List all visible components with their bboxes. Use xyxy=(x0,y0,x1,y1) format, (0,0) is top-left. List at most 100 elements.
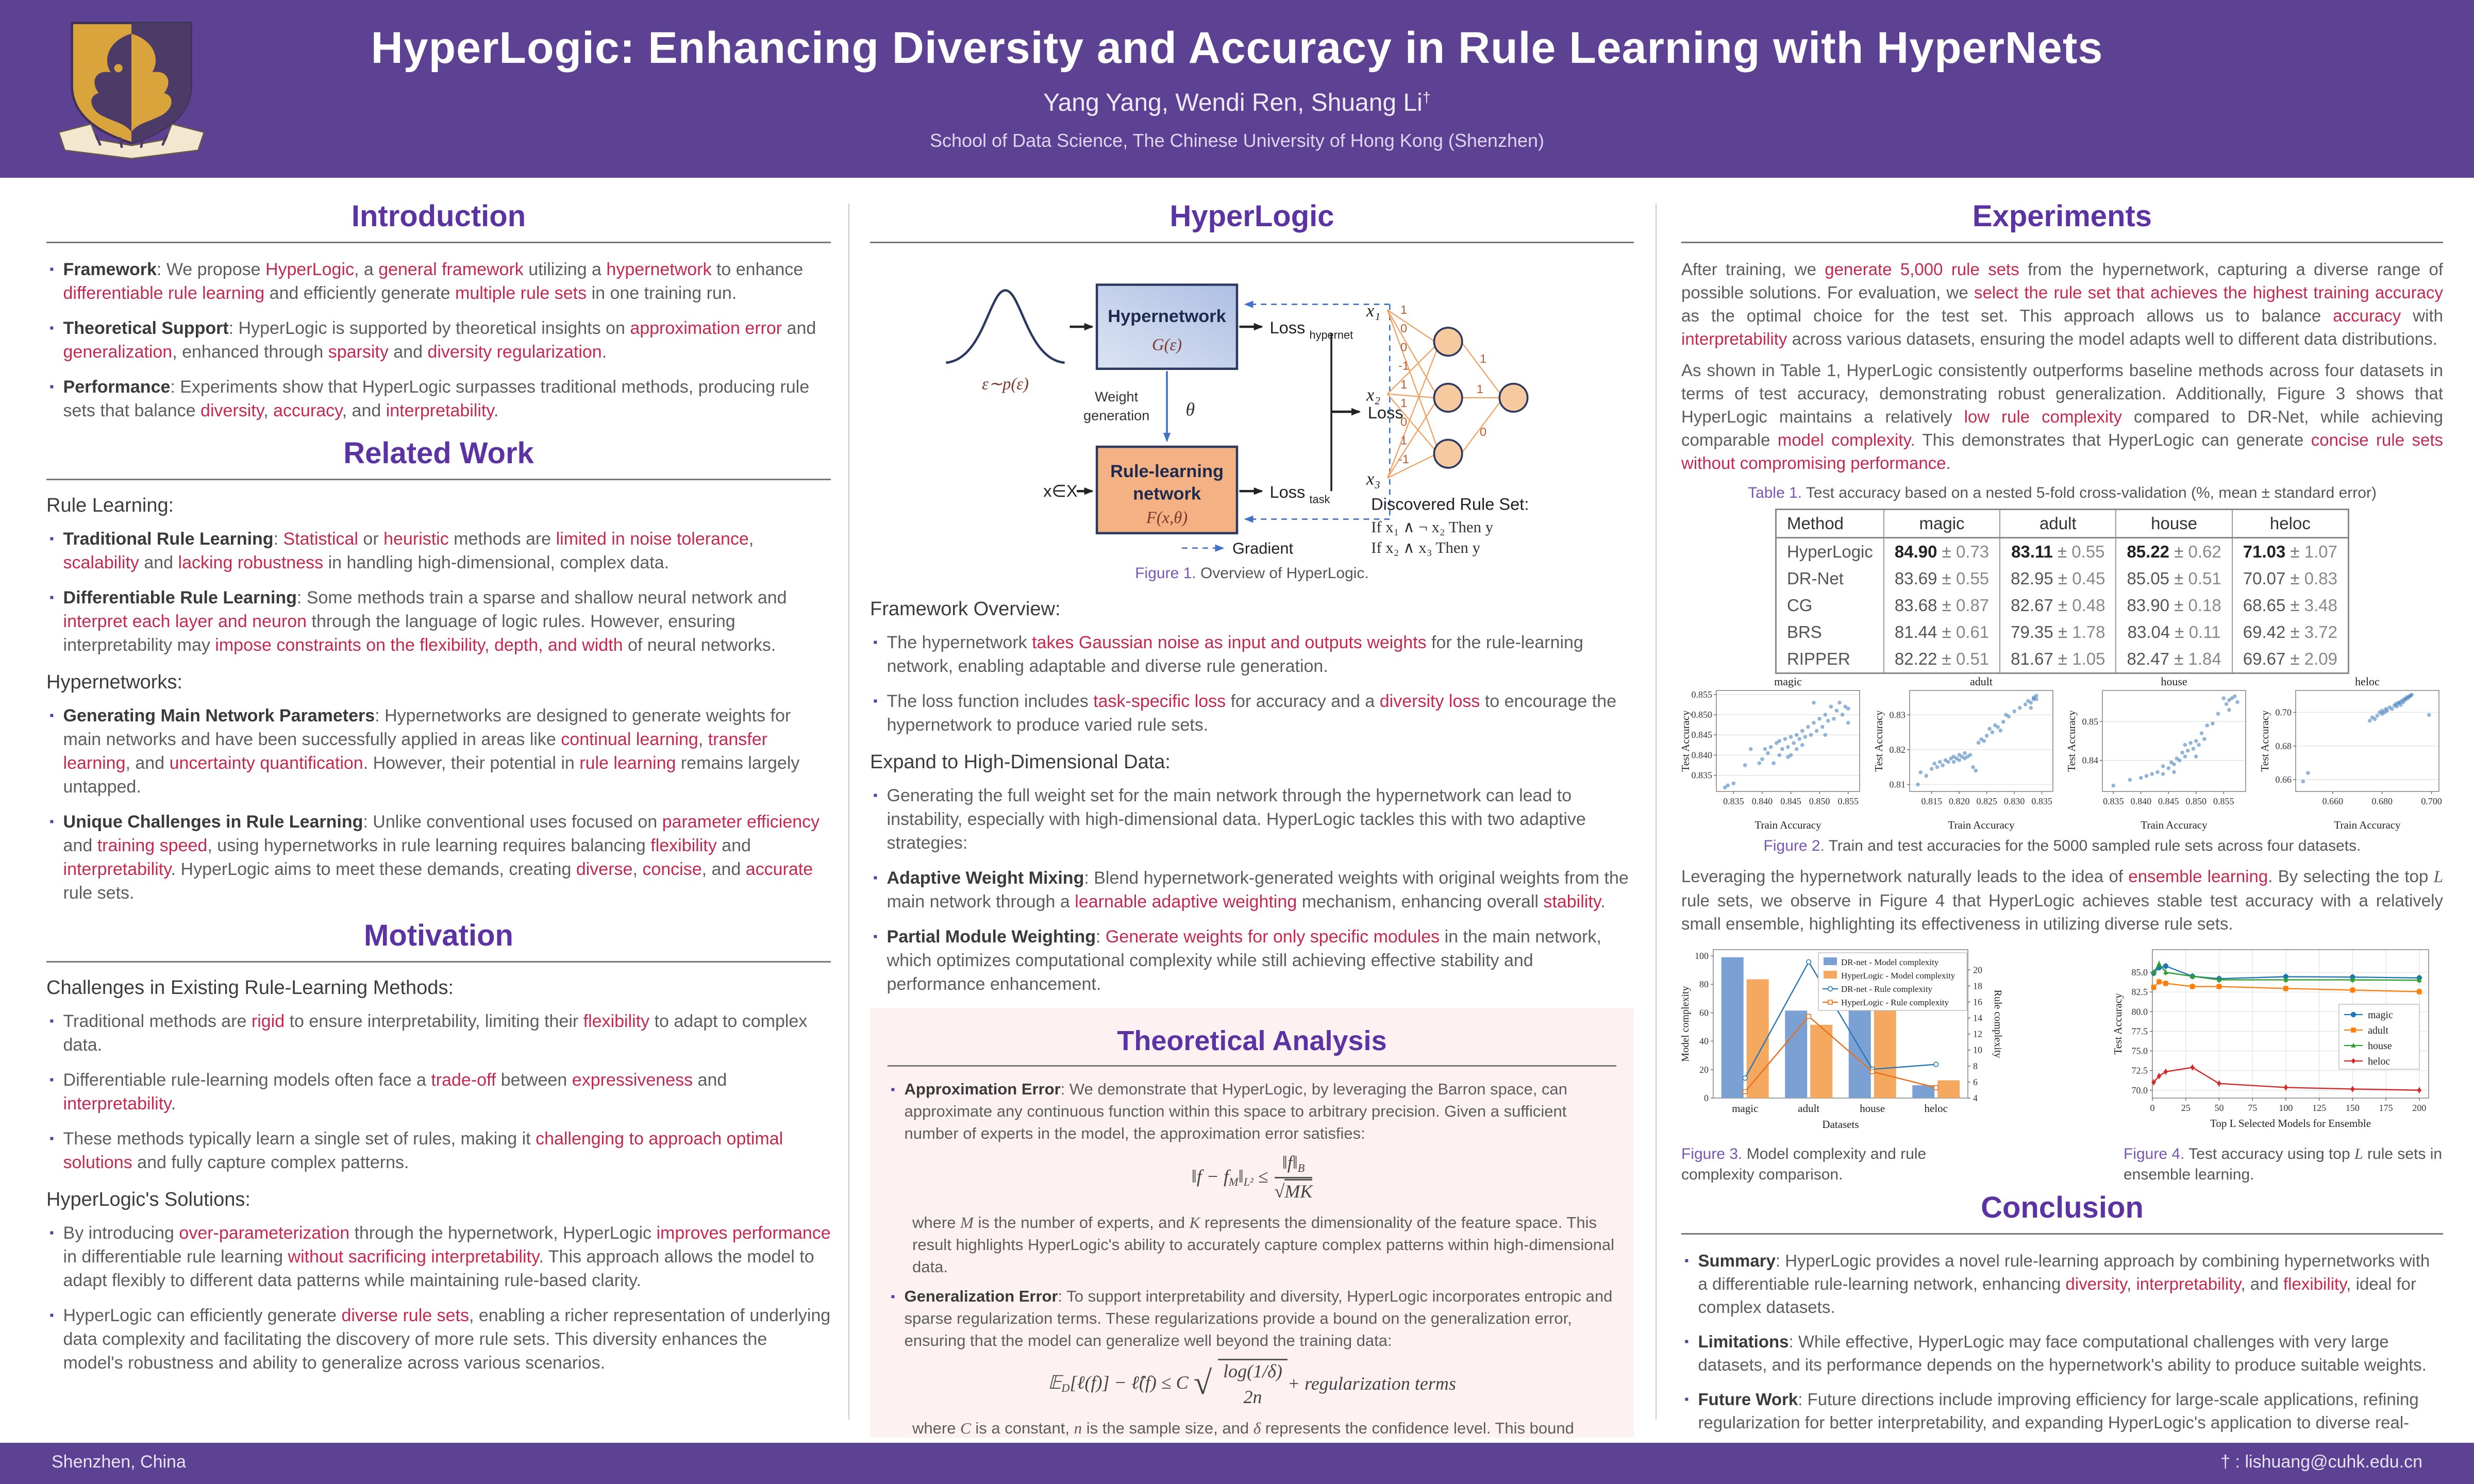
fig1-w: 0 xyxy=(1400,322,1407,335)
affiliation: School of Data Science, The Chinese Univ… xyxy=(929,130,1544,151)
svg-text:18: 18 xyxy=(1973,981,1982,991)
svg-text:85.0: 85.0 xyxy=(2132,967,2148,977)
svg-text:0.835: 0.835 xyxy=(2031,796,2052,806)
fig1-hypernetwork-fn: G(ε) xyxy=(1152,335,1182,354)
formula-lhs: ‖f − fM‖L² ≤ xyxy=(1191,1166,1268,1188)
section-rule xyxy=(46,242,831,243)
section-rule xyxy=(1681,242,2443,243)
svg-text:70.0: 70.0 xyxy=(2132,1085,2148,1095)
bullet-icon: ▪ xyxy=(49,1073,54,1087)
list-item-text: Framework: We propose HyperLogic, a gene… xyxy=(63,260,804,303)
rule-learning-network-box xyxy=(1095,445,1239,534)
svg-text:0.81: 0.81 xyxy=(1889,779,1905,789)
svg-text:0.825: 0.825 xyxy=(1976,796,1997,806)
section-title-experiments: Experiments xyxy=(1972,199,2152,233)
svg-text:Test Accuracy: Test Accuracy xyxy=(1681,710,1692,772)
network-nodes-icon xyxy=(1433,327,1529,469)
list-item-text: Traditional methods are rigid to ensure … xyxy=(63,1011,808,1055)
svg-text:HyperLogic - Rule complexity: HyperLogic - Rule complexity xyxy=(1841,998,1949,1007)
svg-text:0.850: 0.850 xyxy=(1809,796,1830,806)
section-title-related-work: Related Work xyxy=(343,436,534,470)
list-item: ▪ Framework: We propose HyperLogic, a gen… xyxy=(46,258,831,305)
list-item-text: Summary: HyperLogic provides a novel rul… xyxy=(1698,1251,2430,1317)
list-item-text: Traditional Rule Learning: Statistical o… xyxy=(63,529,754,572)
bullet-icon: ▪ xyxy=(1684,1335,1689,1348)
fig1-rule1: If x₁ ∧ ¬ x₂ Then y xyxy=(1371,518,1494,536)
hypernetwork-box xyxy=(1095,283,1239,370)
svg-text:75.0: 75.0 xyxy=(2132,1046,2148,1056)
fig1-weight-gen-2: generation xyxy=(1083,407,1149,423)
svg-text:0.855: 0.855 xyxy=(1838,796,1859,806)
theoretical-analysis-box: Theoretical Analysis ▪ Approximation Erro… xyxy=(870,1008,1634,1438)
svg-text:0.820: 0.820 xyxy=(1949,796,1970,806)
svg-text:0.835: 0.835 xyxy=(2103,796,2124,806)
bullet-icon: ▪ xyxy=(873,788,878,802)
list-item: ▪ Traditional methods are rigid to ensure… xyxy=(46,1009,831,1057)
list-item: ▪ Unique Challenges in Rule Learning: Unl… xyxy=(46,810,831,905)
list-item: ▪ The hypernetwork takes Gaussian noise a… xyxy=(870,631,1634,678)
list-item-text: Differentiable Rule Learning: Some metho… xyxy=(63,588,787,655)
authors-names: Yang Yang, Wendi Ren, Shuang Li xyxy=(1043,89,1423,116)
svg-text:heloc: heloc xyxy=(2368,1056,2390,1067)
fig1-theta: θ xyxy=(1185,399,1195,419)
svg-text:house: house xyxy=(1860,1102,1885,1115)
list-item: ▪ Differentiable rule-learning models oft… xyxy=(46,1068,831,1116)
svg-text:0: 0 xyxy=(2150,1103,2155,1113)
svg-text:72.5: 72.5 xyxy=(2132,1066,2148,1076)
svg-text:82.5: 82.5 xyxy=(2132,987,2148,997)
svg-text:Test Accuracy: Test Accuracy xyxy=(1875,710,1885,772)
middle-column: HyperLogic ε∼p(ε) Hypernetwork G(ε) Loss… xyxy=(870,196,1634,1438)
svg-text:20: 20 xyxy=(1973,965,1982,975)
footer-location: Shenzhen, China xyxy=(52,1452,186,1472)
formula-lhs: 𝔼D[ℓ(f)] − ℓ̂(f) ≤ C xyxy=(1048,1372,1189,1395)
section-rule xyxy=(46,961,831,963)
svg-text:4: 4 xyxy=(1973,1093,1978,1103)
svg-text:175: 175 xyxy=(2379,1103,2393,1113)
fig1-w: 1 xyxy=(1400,378,1407,391)
svg-text:Top L Selected Models for Ense: Top L Selected Models for Ensemble xyxy=(2210,1117,2371,1129)
list-item: ▪ Future Work: Future directions include … xyxy=(1681,1388,2443,1438)
svg-text:0.70: 0.70 xyxy=(2275,707,2292,717)
svg-text:50: 50 xyxy=(2214,1103,2224,1113)
bullet-icon: ▪ xyxy=(49,815,54,829)
bullet-icon: ▪ xyxy=(873,694,878,708)
subsection-heading: Expand to High-Dimensional Data: xyxy=(870,751,1171,773)
fig1-weight-gen-1: Weight xyxy=(1095,389,1139,404)
right-column: Experiments After training, we generate … xyxy=(1681,196,2443,1438)
list-item: ▪ Generating Main Network Parameters: Hyp… xyxy=(46,704,831,799)
figure3-caption: Figure 3. Model complexity and rule comp… xyxy=(1681,1145,1927,1183)
section-rule xyxy=(888,1065,1616,1067)
fig1-w: 0 xyxy=(1400,340,1407,353)
svg-text:10: 10 xyxy=(1973,1045,1982,1055)
svg-text:77.5: 77.5 xyxy=(2132,1026,2148,1036)
cuhk-logo xyxy=(58,22,205,159)
column-divider xyxy=(848,204,849,1420)
svg-text:Train Accuracy: Train Accuracy xyxy=(1754,819,1821,831)
figure1-caption: Figure 1. Overview of HyperLogic. xyxy=(1135,565,1369,582)
list-item-text: Generalization Error: To support interpr… xyxy=(904,1287,1613,1350)
svg-text:200: 200 xyxy=(2412,1103,2426,1113)
authors: Yang Yang, Wendi Ren, Shuang Li† xyxy=(0,89,2474,117)
svg-text:8: 8 xyxy=(1973,1061,1978,1071)
svg-text:heloc: heloc xyxy=(1925,1102,1948,1115)
list-item-text: Future Work: Future directions include i… xyxy=(1698,1390,2419,1438)
list-item-text: Generating the full weight set for the m… xyxy=(887,786,1586,853)
bullet-icon: ▪ xyxy=(891,1290,895,1304)
figure2-caption: Figure 2. Train and test accuracies for … xyxy=(1763,837,2361,854)
svg-text:0.855: 0.855 xyxy=(1692,689,1713,700)
experiments-paragraph-2: As shown in Table 1, HyperLogic consiste… xyxy=(1681,361,2443,473)
poster-title: HyperLogic: Enhancing Diversity and Accu… xyxy=(371,23,2103,73)
bullet-icon: ▪ xyxy=(49,532,54,546)
svg-text:0.85: 0.85 xyxy=(2082,716,2099,727)
bullet-icon: ▪ xyxy=(873,635,878,649)
svg-text:0.845: 0.845 xyxy=(1780,796,1801,806)
figure2-scatter-row: 0.835 0.840 0.845 0.850 0.855 0.835 0.840 0.845… xyxy=(1681,677,2443,832)
svg-text:Model complexity: Model complexity xyxy=(1681,986,1691,1061)
list-item: ▪ Performance: Experiments show that Hype… xyxy=(46,375,831,423)
svg-text:125: 125 xyxy=(2312,1103,2326,1113)
svg-text:100: 100 xyxy=(2279,1103,2293,1113)
bullet-icon: ▪ xyxy=(873,930,878,943)
fig1-w: -1 xyxy=(1398,359,1409,373)
svg-text:0.815: 0.815 xyxy=(1921,796,1942,806)
fig1-loss-hypernet: Loss xyxy=(1269,318,1305,337)
